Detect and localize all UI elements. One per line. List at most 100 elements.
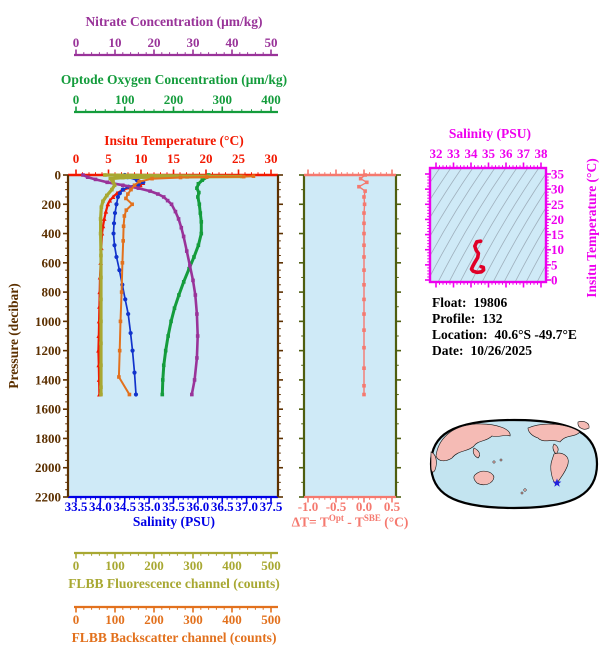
tick-label: 33.5 — [65, 499, 88, 514]
marker — [178, 175, 183, 180]
marker — [108, 176, 113, 181]
marker — [177, 293, 181, 297]
pressure-tick-label: 800 — [42, 285, 62, 300]
marker — [362, 366, 366, 370]
map-land — [430, 451, 437, 473]
marker — [119, 290, 124, 294]
series-nitrate-concentration — [81, 173, 199, 396]
tick-label: 36.0 — [187, 499, 210, 514]
marker — [199, 220, 204, 224]
location-line: Location: 40.6°S -49.7°E — [432, 327, 577, 343]
marker — [85, 175, 90, 179]
pressure-tick-label: 1200 — [35, 343, 61, 358]
location-value: 40.6°S -49.7°E — [494, 327, 577, 342]
marker — [197, 190, 201, 195]
delta-t-background — [304, 175, 396, 497]
marker — [98, 231, 103, 236]
marker — [179, 225, 184, 230]
marker — [362, 297, 366, 302]
date-value: 10/26/2025 — [470, 343, 532, 358]
marker — [103, 208, 109, 214]
marker — [81, 173, 85, 177]
marker — [120, 187, 125, 192]
marker — [181, 234, 186, 239]
marker — [362, 243, 366, 248]
series-flbb-fluorescence-channel — [99, 173, 244, 397]
marker — [122, 214, 127, 218]
profile-value: 132 — [482, 311, 503, 326]
marker — [114, 254, 119, 260]
map-land — [435, 423, 511, 462]
salinity-axis-title: Salinity (PSU) — [132, 514, 216, 529]
marker — [121, 175, 125, 180]
marker — [166, 334, 170, 338]
tick-label: 25 — [232, 151, 246, 166]
marker — [163, 348, 168, 353]
marker — [132, 183, 137, 188]
tick-label: 36 — [500, 146, 514, 161]
tick-label: 0 — [73, 35, 80, 50]
tick-label: 200 — [144, 612, 164, 627]
tick-label: 34.5 — [113, 499, 136, 514]
tick-label: 300 — [183, 558, 203, 573]
marker — [241, 174, 246, 179]
tick-label: 0 — [73, 151, 80, 166]
marker — [111, 231, 116, 236]
ts-temp-tick-label: 20 — [551, 212, 564, 227]
marker — [191, 278, 195, 283]
marker — [93, 177, 98, 182]
marker — [123, 297, 128, 302]
tick-label: 34.0 — [89, 499, 112, 514]
marker — [99, 341, 103, 346]
marker — [197, 202, 202, 207]
ts-temp-tick-label: 5 — [551, 257, 558, 272]
map-land — [520, 491, 524, 495]
tick-label: 20 — [148, 35, 161, 50]
marker — [195, 334, 200, 338]
map-land — [492, 460, 496, 464]
nitrate-axis: 0 10 20 30 40 50 — [73, 35, 278, 57]
tick-label: 38 — [535, 146, 549, 161]
marker — [128, 330, 133, 336]
tick-label: 20 — [200, 151, 213, 166]
marker — [121, 224, 126, 229]
marker — [169, 202, 174, 207]
map-land — [577, 421, 590, 430]
marker — [110, 187, 114, 192]
marker — [99, 275, 103, 280]
tick-label: 300 — [183, 612, 203, 627]
tick-label: 30 — [187, 35, 200, 50]
tick-label: 10 — [135, 151, 148, 166]
marker — [172, 306, 177, 310]
marker — [129, 187, 133, 192]
tick-label: 200 — [144, 558, 164, 573]
ts-salinity-title: Salinity (PSU) — [448, 126, 532, 141]
marker — [111, 221, 117, 226]
marker — [193, 293, 198, 297]
marker — [126, 192, 130, 196]
marker — [137, 179, 141, 184]
marker — [103, 173, 107, 177]
pressure-axis: 0 200 400 600 800 1000 1200 1400 1600 1800 2000 220… — [35, 168, 283, 505]
delta-t-label-suffix: (°C) — [380, 514, 409, 530]
marker — [195, 356, 199, 360]
pressure-tick-label: 2000 — [35, 460, 61, 475]
marker — [132, 370, 137, 375]
marker — [160, 378, 165, 382]
marker — [362, 211, 366, 215]
tick-label: 30 — [265, 151, 278, 166]
tick-label: 0 — [73, 558, 80, 573]
marker — [148, 189, 152, 193]
marker — [176, 217, 181, 221]
marker — [121, 183, 125, 188]
backscatter-axis: 0 100 200 300 400 500 — [73, 605, 281, 627]
marker — [136, 186, 141, 190]
temperature-axis-title: Insitu Temperature (°C) — [104, 133, 244, 148]
tick-label: 32 — [430, 146, 443, 161]
tick-label: 50 — [265, 35, 278, 50]
marker — [204, 175, 209, 179]
tick-label: 500 — [261, 558, 281, 573]
marker — [184, 249, 189, 253]
